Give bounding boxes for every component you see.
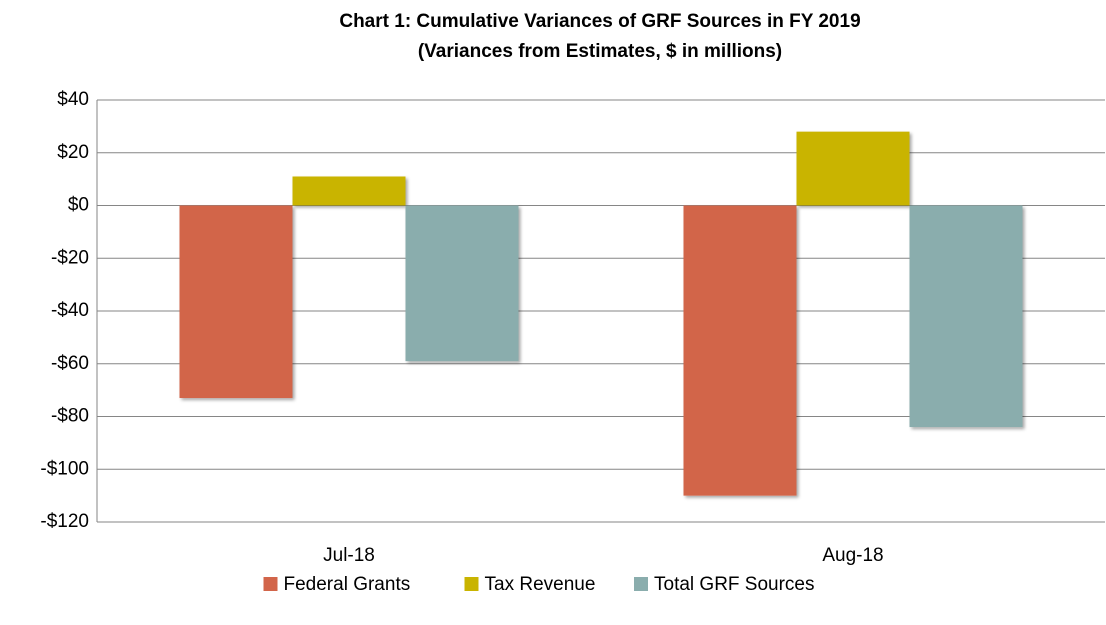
bar <box>405 205 519 362</box>
bar <box>796 131 910 206</box>
chart-title: Chart 1: Cumulative Variances of GRF Sou… <box>339 11 860 32</box>
legend-label: Total GRF Sources <box>654 574 815 595</box>
bar <box>683 205 797 496</box>
bar <box>179 205 293 399</box>
legend-label: Tax Revenue <box>485 574 596 595</box>
legend-swatch <box>263 577 278 591</box>
y-tick-label: -$20 <box>51 247 89 268</box>
y-tick-label: -$100 <box>40 458 89 479</box>
bar <box>909 205 1023 428</box>
x-tick-label: Jul-18 <box>323 545 375 566</box>
y-tick-label: -$40 <box>51 300 89 321</box>
legend-label: Federal Grants <box>284 574 411 595</box>
bar <box>292 176 406 206</box>
legend-swatch <box>634 577 648 591</box>
y-tick-label: $40 <box>57 89 89 110</box>
y-tick-label: -$120 <box>40 511 89 532</box>
x-tick-label: Aug-18 <box>822 545 883 566</box>
y-tick-label: $20 <box>57 142 89 163</box>
chart-subtitle: (Variances from Estimates, $ in millions… <box>418 41 782 62</box>
y-tick-label: $0 <box>68 195 89 216</box>
y-tick-label: -$80 <box>51 406 89 427</box>
y-tick-label: -$60 <box>51 353 89 374</box>
legend-swatch <box>464 577 479 591</box>
